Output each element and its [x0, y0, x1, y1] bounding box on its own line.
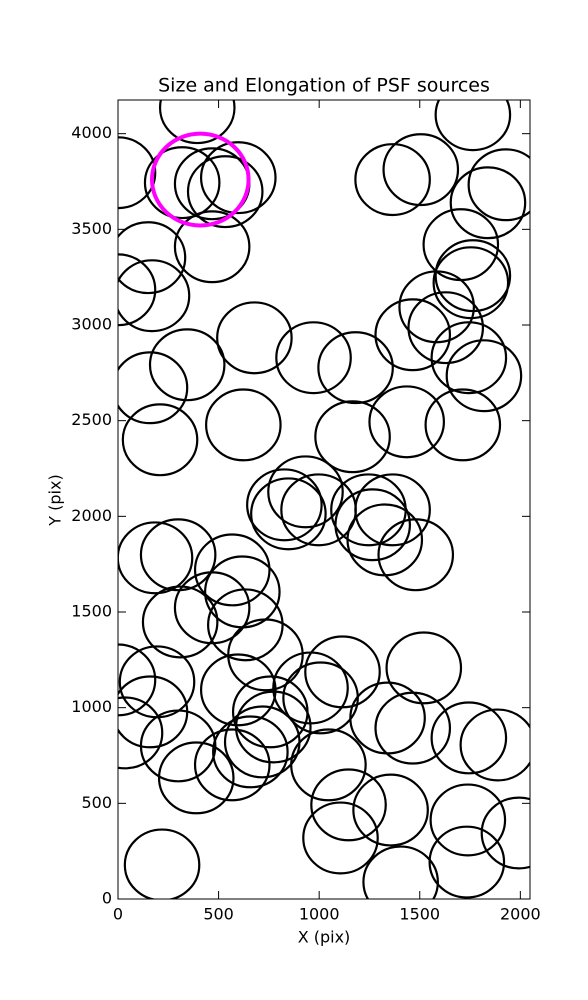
psf-source: [314, 400, 391, 474]
psf-source: [173, 210, 251, 284]
psf-source: [302, 801, 379, 875]
x-tick-label: 500: [203, 905, 234, 924]
psf-source: [118, 521, 194, 595]
psf-source: [246, 468, 323, 542]
psf-source: [368, 385, 445, 459]
psf-source: [158, 100, 236, 145]
psf-source: [199, 653, 277, 727]
psf-source: [434, 100, 512, 152]
x-axis-label: X (pix): [298, 928, 351, 947]
psf-source: [317, 331, 394, 405]
psf-source: [118, 136, 157, 210]
psf-source: [118, 259, 191, 333]
psf-source: [121, 403, 199, 477]
y-tick-label: 500: [81, 793, 112, 812]
psf-source: [290, 728, 367, 802]
psf-source: [352, 773, 429, 847]
psf-source: [212, 715, 289, 789]
y-tick-label: 2500: [71, 410, 112, 429]
psf-source: [377, 518, 455, 592]
psf-source: [334, 488, 412, 562]
psf-source: [143, 146, 221, 220]
psf-source: [432, 246, 510, 320]
psf-source: [199, 141, 277, 215]
psf-source: [467, 148, 530, 222]
psf-source: [362, 845, 439, 899]
psf-source: [118, 351, 189, 425]
psf-source: [139, 709, 217, 783]
psf-source: [139, 518, 217, 592]
x-tick-label: 0: [113, 905, 123, 924]
psf-source: [148, 328, 226, 402]
psf-source: [275, 321, 352, 395]
psf-source: [310, 768, 387, 842]
psf-source: [445, 339, 523, 413]
y-tick-label: 0: [102, 889, 112, 908]
psf-source: [480, 796, 530, 870]
plot-area: [118, 100, 530, 899]
y-tick-label: 4000: [71, 123, 112, 142]
psf-source: [429, 783, 507, 857]
psf-source: [118, 696, 164, 770]
psf-source: [141, 585, 219, 659]
y-tick-label: 1000: [71, 697, 112, 716]
y-tick-label: 1500: [71, 602, 112, 621]
y-tick-label: 3000: [71, 315, 112, 334]
x-tick-label: 1500: [399, 905, 440, 924]
psf-source: [193, 533, 271, 607]
psf-source: [207, 588, 284, 662]
x-tick-label: 1000: [299, 905, 340, 924]
psf-source: [216, 301, 293, 375]
psf-source: [205, 388, 282, 462]
psf-source: [430, 701, 508, 775]
psf-source: [149, 131, 251, 228]
psf-source: [382, 133, 460, 207]
psf-source: [449, 166, 527, 240]
psf-source: [374, 298, 452, 372]
psf-source: [428, 825, 506, 899]
y-axis-label: Y (pix): [46, 474, 65, 526]
psf-source: [407, 291, 485, 365]
y-tick-label: 2000: [71, 506, 112, 525]
chart-title: Size and Elongation of PSF sources: [158, 75, 490, 97]
psf-source: [459, 708, 530, 782]
x-tick-label: 2000: [500, 905, 541, 924]
psf-source: [123, 828, 201, 899]
psf-source: [374, 691, 452, 765]
psf-source: [267, 455, 344, 529]
psf-source: [157, 741, 235, 815]
y-tick-label: 3500: [71, 219, 112, 238]
psf-source: [398, 270, 475, 344]
psf-source: [424, 388, 502, 462]
plot-frame: [117, 99, 531, 900]
psf-source: [354, 143, 431, 217]
psf-source: [304, 635, 381, 709]
psf-source: [118, 253, 157, 327]
psf-source: [354, 473, 431, 547]
psf-source: [385, 631, 463, 705]
psf-source: [250, 477, 327, 551]
psf-source: [118, 643, 157, 717]
psf-source: [234, 690, 312, 764]
psf-source: [430, 321, 508, 395]
psf-source: [193, 728, 271, 802]
psf-source: [186, 155, 264, 229]
psf-source: [118, 221, 187, 295]
